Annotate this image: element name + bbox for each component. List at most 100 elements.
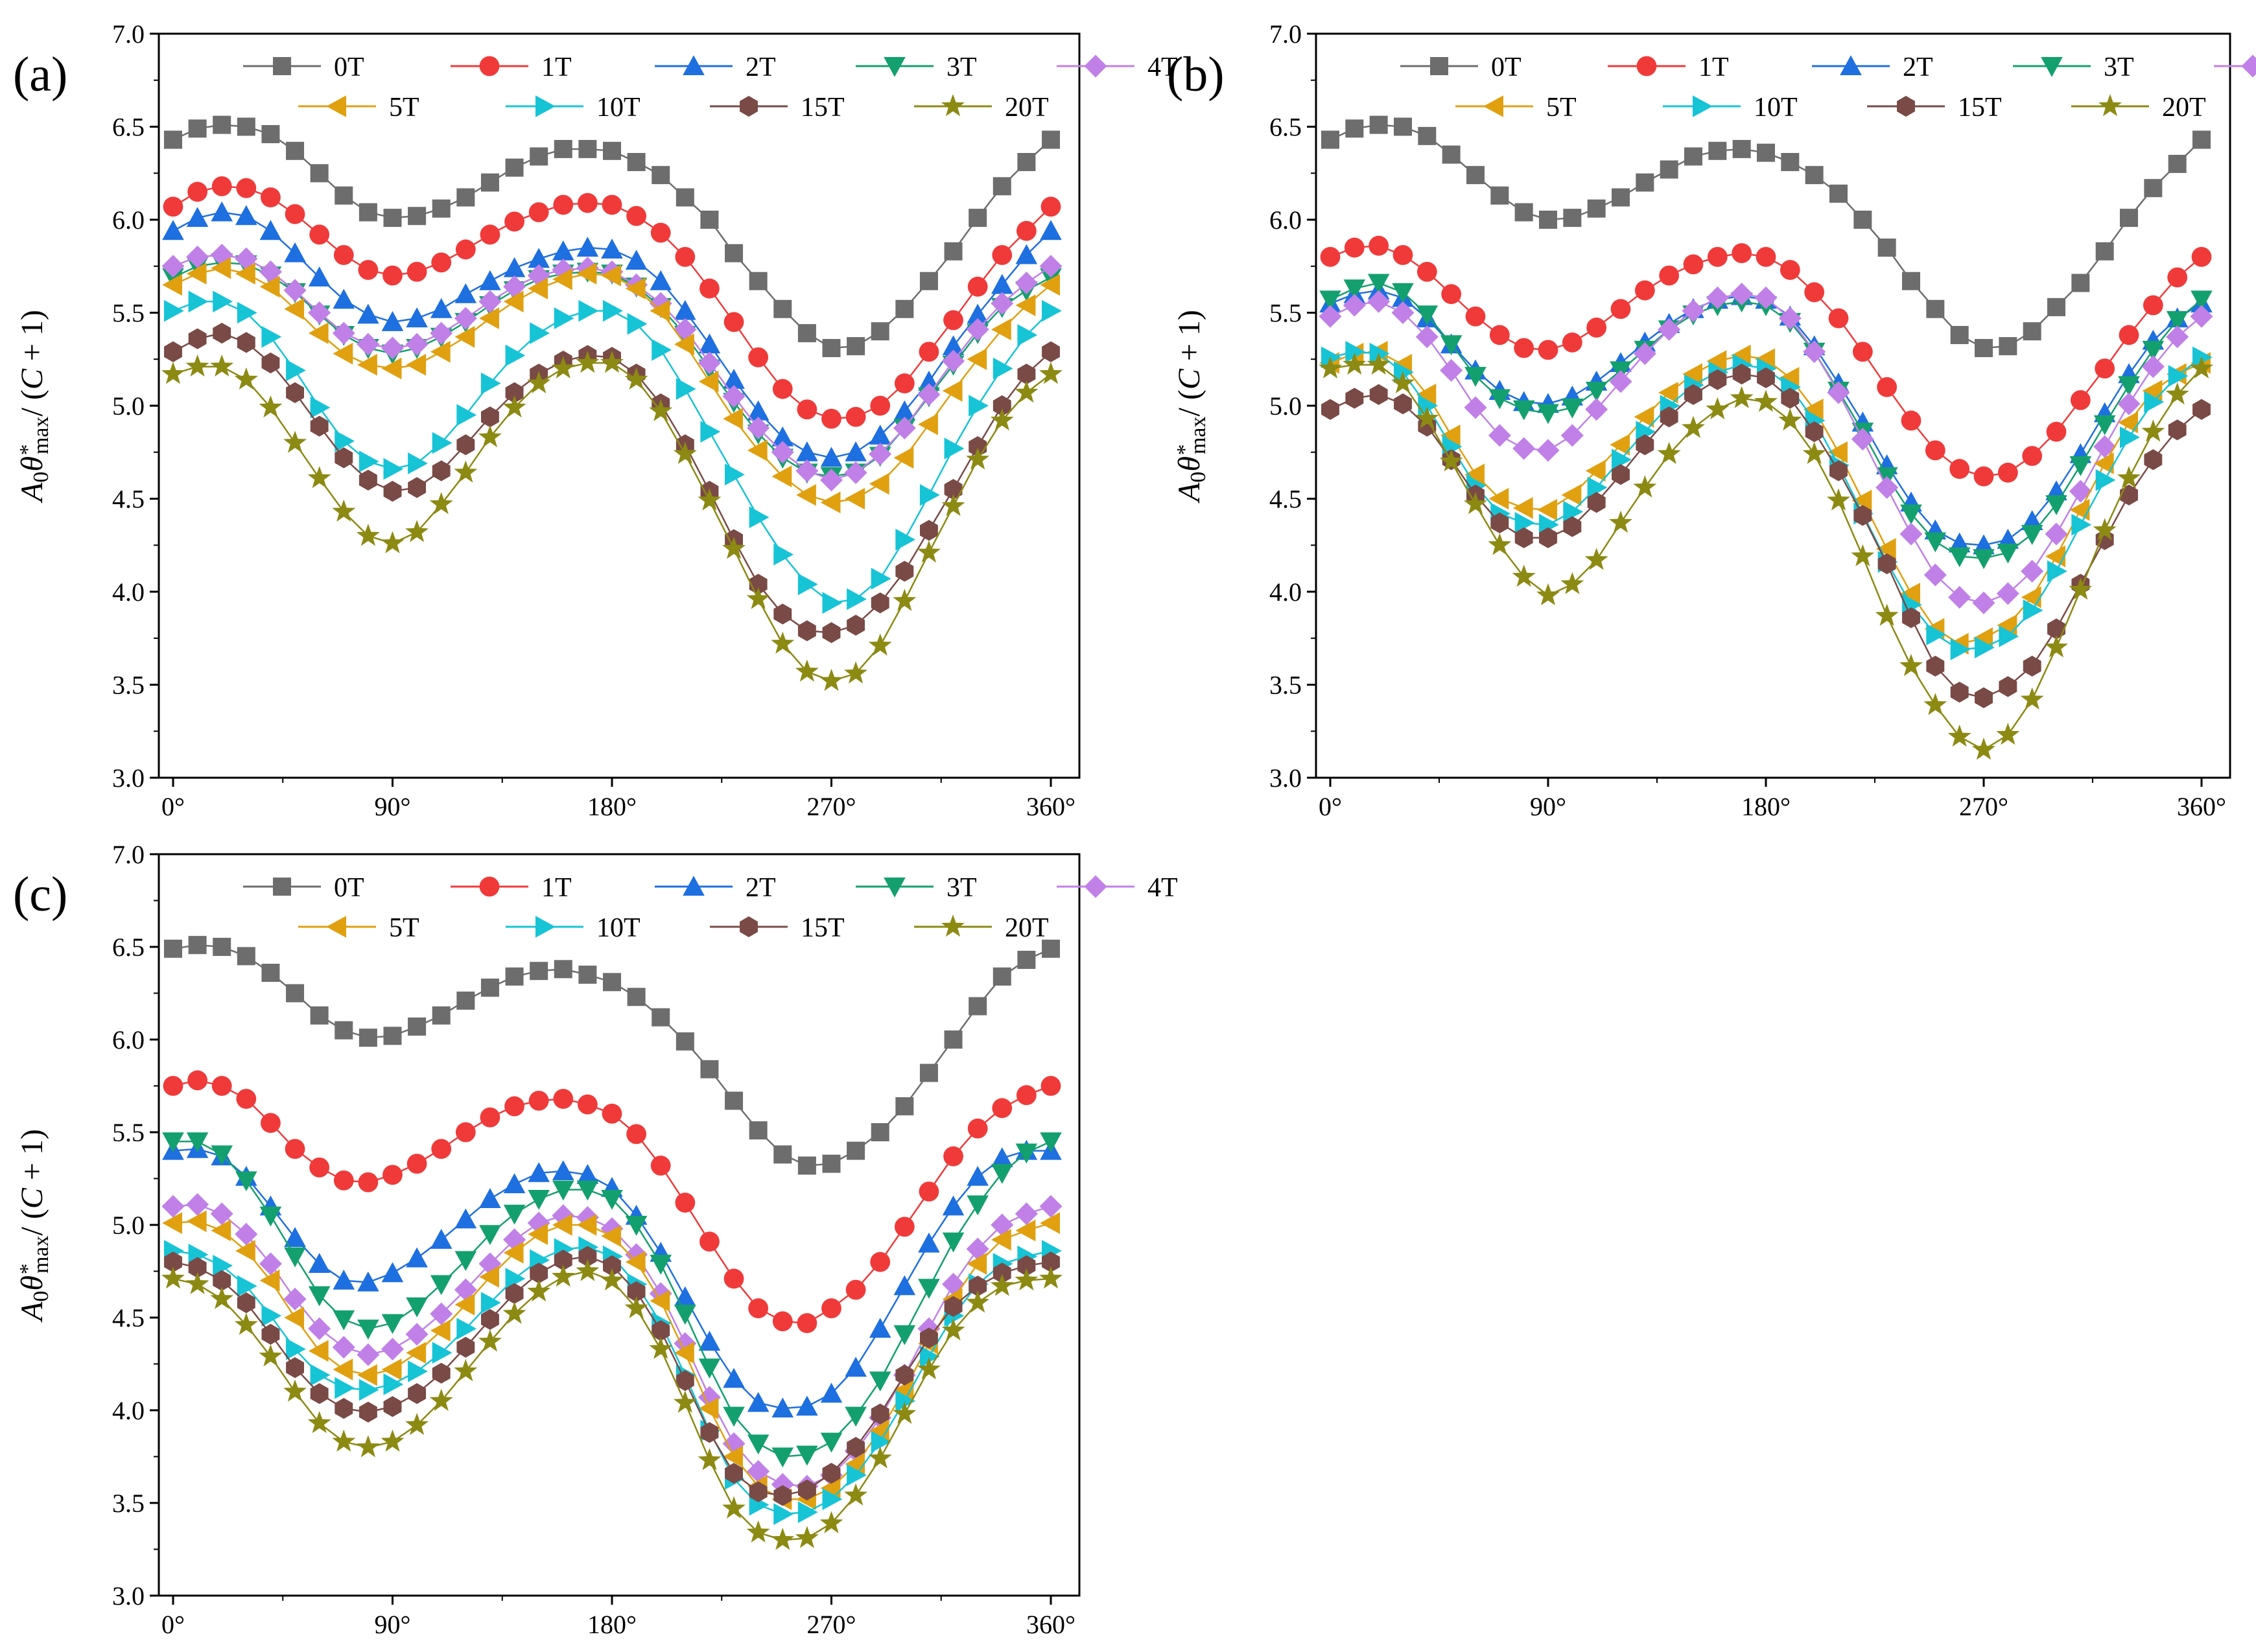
- legend-label: 20T: [1005, 93, 1049, 122]
- data-point: [600, 1268, 624, 1291]
- data-point: [1634, 280, 1655, 301]
- data-point: [2047, 297, 2065, 316]
- legend-item: 5T: [298, 913, 419, 943]
- series-0T: [164, 936, 1060, 1175]
- data-point: [893, 447, 914, 469]
- data-point: [602, 194, 622, 215]
- data-point: [261, 124, 280, 143]
- data-point: [408, 452, 428, 474]
- data-point: [162, 1132, 184, 1153]
- data-point: [310, 1364, 331, 1386]
- data-point: [1947, 724, 1971, 747]
- data-point: [1369, 235, 1389, 256]
- data-point: [675, 1192, 696, 1213]
- data-point: [2166, 310, 2189, 331]
- data-point: [406, 1154, 427, 1174]
- data-point: [2144, 391, 2165, 413]
- data-point: [552, 1160, 574, 1181]
- data-point: [164, 130, 182, 149]
- data-point: [1367, 352, 1391, 375]
- data-point: [335, 186, 353, 205]
- data-point: [1899, 522, 1923, 546]
- data-point: [164, 341, 182, 362]
- data-point: [1040, 273, 1060, 296]
- data-point: [1563, 516, 1582, 537]
- data-point: [1042, 1251, 1060, 1273]
- data-point: [554, 1250, 572, 1271]
- y-tick-label: 5.0: [112, 391, 145, 421]
- data-point: [2141, 419, 2165, 442]
- data-point: [1561, 483, 1582, 506]
- data-point: [406, 261, 427, 282]
- data-point: [479, 270, 501, 290]
- data-point: [723, 312, 744, 332]
- data-point: [966, 318, 989, 341]
- legend-label: 3T: [2104, 52, 2134, 82]
- data-point: [871, 592, 889, 614]
- y-tick-label: 3.0: [1269, 763, 1302, 793]
- legend-label: 1T: [541, 873, 572, 903]
- data-point: [432, 432, 452, 454]
- data-point: [234, 1312, 258, 1335]
- data-point: [1657, 441, 1681, 464]
- data-point: [1367, 273, 1390, 294]
- data-point: [1682, 415, 1705, 438]
- data-point: [1464, 492, 1487, 515]
- data-point: [893, 400, 916, 421]
- panel-label: (b): [1167, 47, 1225, 102]
- data-point: [381, 311, 404, 331]
- data-point: [2023, 655, 2041, 677]
- legend-label: 0T: [334, 52, 364, 82]
- data-point: [1416, 383, 1437, 406]
- data-point: [698, 1397, 719, 1419]
- data-point: [2046, 421, 2067, 442]
- data-point: [1853, 211, 1872, 229]
- legend-marker: [273, 57, 291, 75]
- data-point: [674, 299, 696, 320]
- data-point: [286, 382, 304, 404]
- data-point: [991, 273, 1013, 294]
- data-point: [479, 1188, 501, 1208]
- data-point: [383, 480, 402, 502]
- data-point: [578, 965, 597, 984]
- data-point: [432, 1342, 452, 1364]
- data-point: [747, 439, 768, 461]
- y-tick-label: 5.0: [1269, 391, 1302, 421]
- data-point: [1612, 448, 1632, 471]
- data-point: [990, 1274, 1014, 1296]
- data-point: [408, 1360, 428, 1382]
- data-point: [1781, 388, 1800, 409]
- legend-marker: [1483, 95, 1503, 117]
- data-point: [2190, 305, 2213, 328]
- data-point: [432, 199, 451, 218]
- data-point: [1319, 290, 1341, 311]
- data-point: [674, 1342, 694, 1364]
- data-point: [456, 188, 475, 207]
- legend-item: 3T: [856, 52, 977, 82]
- data-point: [430, 321, 453, 345]
- series-5T: [162, 1210, 1060, 1511]
- data-point: [1780, 260, 1800, 280]
- legend-label: 5T: [389, 913, 419, 943]
- data-point: [1343, 279, 1366, 299]
- data-point: [237, 332, 255, 353]
- data-point: [1369, 384, 1388, 405]
- y-tick-label: 5.5: [112, 1118, 145, 1147]
- data-point: [820, 1432, 843, 1453]
- data-point: [1017, 324, 1038, 346]
- data-point: [1827, 381, 1850, 404]
- data-point: [454, 460, 478, 483]
- data-point: [1536, 439, 1560, 462]
- data-point: [871, 322, 889, 341]
- data-point: [1708, 141, 1727, 160]
- data-point: [1923, 563, 1947, 587]
- data-point: [381, 1338, 404, 1361]
- data-point: [967, 1118, 988, 1139]
- data-point: [261, 964, 280, 983]
- y-tick-label: 6.5: [1269, 113, 1302, 142]
- data-point: [1684, 384, 1702, 405]
- legend-item: 3T: [856, 873, 977, 903]
- data-point: [285, 1139, 305, 1159]
- data-point: [673, 441, 697, 464]
- data-point: [430, 297, 452, 318]
